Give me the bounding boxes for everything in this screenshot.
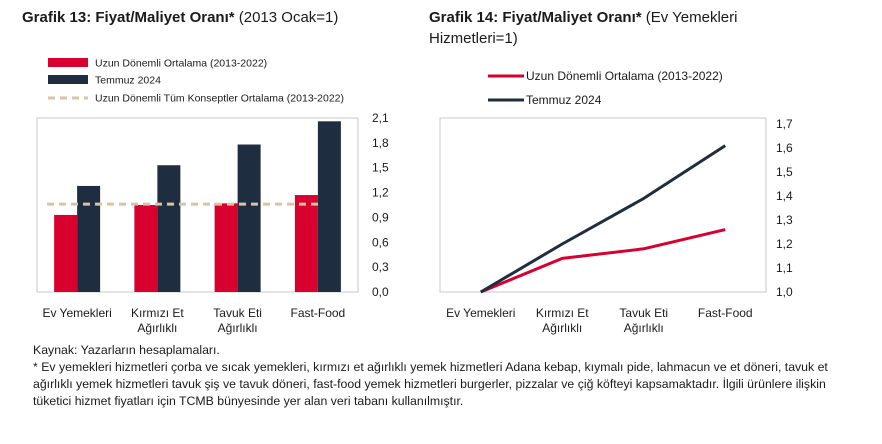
source-note: Kaynak: Yazarların hesaplamaları. xyxy=(33,343,220,357)
x-tick-label: Ağırlıklı xyxy=(137,321,177,335)
bar-chart-13: Uzun Dönemli Ortalama (2013-2022) Temmuz … xyxy=(36,58,389,335)
y-tick-label: 1,5 xyxy=(372,161,389,175)
x-tick-label: Fast-Food xyxy=(291,306,346,320)
bar-jul2024-1 xyxy=(77,185,101,292)
line-chart-14: Uzun Dönemli Ortalama (2013-2022) Temmuz … xyxy=(439,69,793,335)
x-tick-label: Kırmızı Et xyxy=(536,306,589,320)
legend-swatch-2 xyxy=(48,75,88,84)
legend-swatch-1 xyxy=(48,58,88,67)
x-tick-label: Tavuk Eti xyxy=(213,306,262,320)
y-tick-label: 0,9 xyxy=(372,210,389,224)
bar-jul2024-2 xyxy=(157,165,181,292)
chart14-title-bold: Grafik 14: Fiyat/Maliyet Oranı* xyxy=(429,9,642,26)
x-tick-label: Kırmızı Et xyxy=(131,306,184,320)
chart14-title-rest-1: (Ev Yemekleri xyxy=(645,9,738,26)
y-tick-label: 1,8 xyxy=(372,136,389,150)
x-tick-label: Fast-Food xyxy=(698,306,753,320)
y-tick-label: 1,3 xyxy=(776,213,793,227)
x-tick-label: Ağırlıklı xyxy=(624,321,664,335)
y-tick-label: 2,1 xyxy=(372,111,389,125)
chart14-title: Grafik 14: Fiyat/Maliyet Oranı* (Ev Yeme… xyxy=(429,7,849,49)
y-tick-label: 0,3 xyxy=(372,260,389,274)
bar-avg-1 xyxy=(54,214,78,292)
bar-avg-4 xyxy=(294,195,318,292)
y-tick-label: 1,2 xyxy=(372,186,389,200)
y-tick-label: 1,1 xyxy=(776,261,793,275)
x-tick-label: Ev Yemekleri xyxy=(42,306,111,320)
plot-frame xyxy=(36,117,359,293)
footnote-text: * Ev yemekleri hizmetleri çorba ve sıcak… xyxy=(33,360,828,408)
footnote: Kaynak: Yazarların hesaplamaları. * Ev y… xyxy=(33,342,833,410)
y-tick-label: 1,2 xyxy=(776,237,793,251)
x-tick-label: Ağırlıklı xyxy=(218,321,258,335)
bar-avg-2 xyxy=(134,205,158,292)
x-tick-label: Tavuk Eti xyxy=(619,306,668,320)
legend-label-1: Uzun Dönemli Ortalama (2013-2022) xyxy=(95,58,267,70)
bar-jul2024-4 xyxy=(317,121,341,292)
chart13-title-rest: (2013 Ocak=1) xyxy=(238,9,339,26)
x-tick-label: Ev Yemekleri xyxy=(446,306,515,320)
y-tick-label: 1,0 xyxy=(776,285,793,299)
bar-avg-3 xyxy=(214,203,238,292)
legend-label-3: Uzun Dönemli Tüm Konseptler Ortalama (20… xyxy=(95,93,344,105)
y-tick-label: 0,6 xyxy=(372,235,389,249)
legend-label-2: Temmuz 2024 xyxy=(95,75,161,87)
plot-frame xyxy=(439,117,767,293)
series-line-avg xyxy=(480,228,726,294)
legend-label-2: Temmuz 2024 xyxy=(526,93,602,107)
y-tick-label: 0,0 xyxy=(372,285,389,299)
y-tick-label: 1,5 xyxy=(776,165,793,179)
series-line-jul2024 xyxy=(479,144,727,294)
x-tick-label: Ağırlıklı xyxy=(542,321,582,335)
y-tick-label: 1,7 xyxy=(776,117,793,131)
chart14-title-rest-2: Hizmetleri=1) xyxy=(429,30,518,47)
chart13-title-bold: Grafik 13: Fiyat/Maliyet Oranı* xyxy=(22,9,235,26)
chart13-title: Grafik 13: Fiyat/Maliyet Oranı* (2013 Oc… xyxy=(22,7,338,28)
bar-jul2024-3 xyxy=(237,144,261,292)
legend-label-1: Uzun Dönemli Ortalama (2013-2022) xyxy=(526,69,723,83)
y-tick-label: 1,4 xyxy=(776,189,793,203)
y-tick-label: 1,6 xyxy=(776,141,793,155)
